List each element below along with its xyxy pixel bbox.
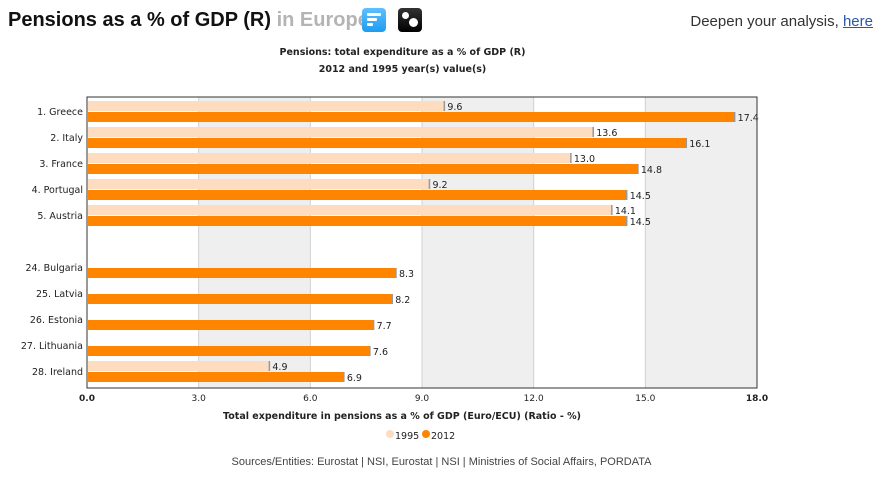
data-label: 7.7: [377, 321, 392, 332]
legend-label-2012: 2012: [431, 431, 455, 442]
bar-1995: [88, 127, 594, 137]
data-label: 14.5: [630, 217, 651, 228]
x-tick-label: 18.0: [746, 394, 768, 404]
plot-border: [86, 96, 758, 389]
title-region: in Europe: [276, 9, 369, 31]
bar-2012: [88, 294, 393, 304]
data-label: 9.2: [432, 180, 447, 191]
data-label: 13.6: [596, 128, 617, 139]
bar-2012: [88, 346, 370, 356]
legend-marker-2012: [422, 430, 430, 438]
bar-1995: [88, 205, 612, 215]
bar-1995: [88, 179, 430, 189]
category-label: 2. Italy: [50, 133, 83, 144]
deepen-text: Deepen your analysis,: [690, 13, 839, 30]
bar-2012: [88, 320, 374, 330]
title-text: Pensions as a % of GDP (R): [8, 9, 272, 31]
data-label: 14.8: [641, 165, 662, 176]
bar-2012: [88, 372, 344, 382]
x-tick-label: 15.0: [635, 394, 655, 404]
chart-title: Pensions: total expenditure as a % of GD…: [279, 47, 526, 58]
data-label: 8.3: [399, 269, 414, 280]
category-label: 26. Estonia: [30, 315, 83, 326]
dots-toggle-icon[interactable]: [398, 8, 422, 32]
bar-1995: [88, 153, 571, 163]
x-axis-label: Total expenditure in pensions as a % of …: [223, 411, 581, 422]
x-tick-label: 0.0: [79, 394, 95, 404]
bar-1995: [88, 361, 270, 371]
data-label: 7.6: [373, 347, 388, 358]
category-label: 5. Austria: [37, 211, 83, 222]
legend-label-1995: 1995: [395, 431, 419, 442]
category-label: 28. Ireland: [32, 367, 83, 378]
bar-1995: [88, 101, 445, 111]
deepen-analysis: Deepen your analysis, here: [690, 13, 873, 30]
category-label: 24. Bulgaria: [25, 263, 83, 274]
data-label: 9.6: [447, 102, 462, 113]
bar-2012: [88, 268, 396, 278]
data-label: 14.1: [615, 206, 636, 217]
bar-2012: [88, 112, 735, 122]
category-label: 1. Greece: [37, 107, 83, 118]
data-label: 14.5: [630, 191, 651, 202]
data-label: 8.2: [395, 295, 410, 306]
legend-marker-1995: [386, 430, 394, 438]
data-label: 4.9: [272, 362, 287, 373]
bar-2012: [88, 190, 627, 200]
data-label: 6.9: [347, 373, 362, 384]
data-label: 17.4: [738, 113, 759, 124]
page-title: Pensions as a % of GDP (R) in Europe: [8, 9, 369, 32]
chart-subtitle: 2012 and 1995 year(s) value(s): [318, 64, 487, 75]
x-tick-label: 6.0: [303, 394, 318, 404]
category-label: 27. Lithuania: [21, 341, 83, 352]
x-tick-label: 9.0: [415, 394, 430, 404]
data-label: 16.1: [689, 139, 710, 150]
bar-2012: [88, 164, 638, 174]
category-label: 25. Latvia: [36, 289, 83, 300]
bar-2012: [88, 216, 627, 226]
category-label: 3. France: [39, 159, 83, 170]
x-tick-label: 3.0: [192, 394, 207, 404]
data-label: 13.0: [574, 154, 595, 165]
bar-chart-icon[interactable]: [362, 8, 386, 32]
sources-text: Sources/Entities: Eurostat | NSI, Eurost…: [231, 456, 652, 468]
deepen-here-link[interactable]: here: [842, 13, 873, 30]
category-label: 4. Portugal: [32, 185, 83, 196]
bar-2012: [88, 138, 687, 148]
x-tick-label: 12.0: [524, 394, 544, 404]
